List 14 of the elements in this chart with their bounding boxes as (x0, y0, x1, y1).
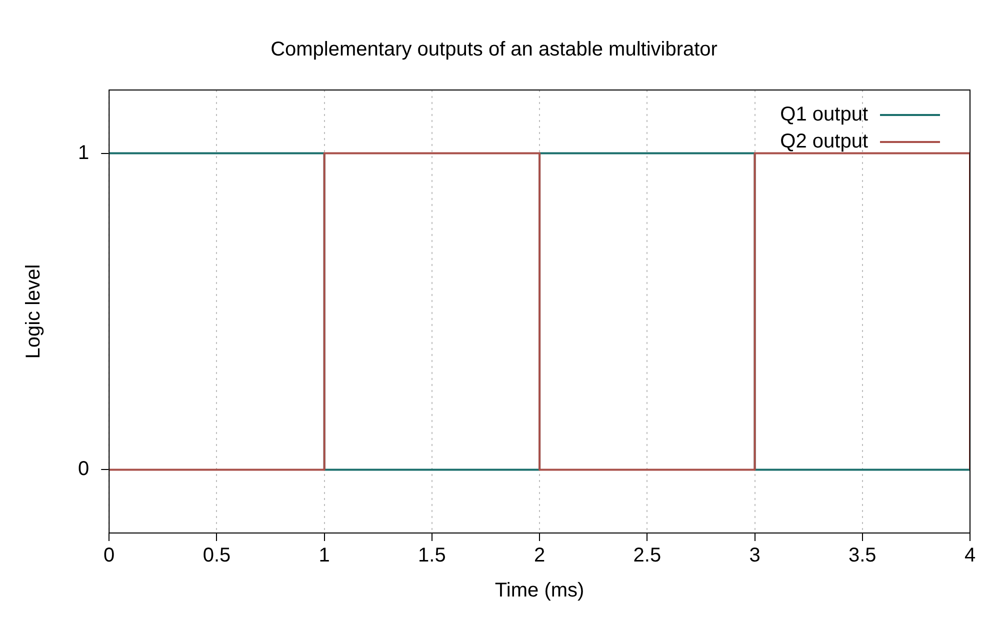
x-tick-label: 1.5 (418, 544, 446, 567)
x-tick-label: 3 (749, 544, 760, 567)
x-tick-label: 3.5 (848, 544, 876, 567)
x-tick-label: 1 (318, 544, 330, 567)
chart-title: Complementary outputs of an astable multivibrator (270, 38, 718, 61)
y-axis-title: Logic level (22, 264, 45, 359)
x-tick-label: 2 (534, 544, 546, 567)
legend-label: Q1 output (780, 104, 868, 126)
x-tick-label: 0.5 (202, 544, 231, 567)
legend-label: Q2 output (780, 130, 868, 153)
x-axis-title: Time (ms) (494, 580, 584, 602)
x-tick-label: 0 (104, 544, 115, 567)
x-tick-label: 4 (964, 544, 976, 567)
x-tick-label: 2.5 (633, 544, 662, 567)
